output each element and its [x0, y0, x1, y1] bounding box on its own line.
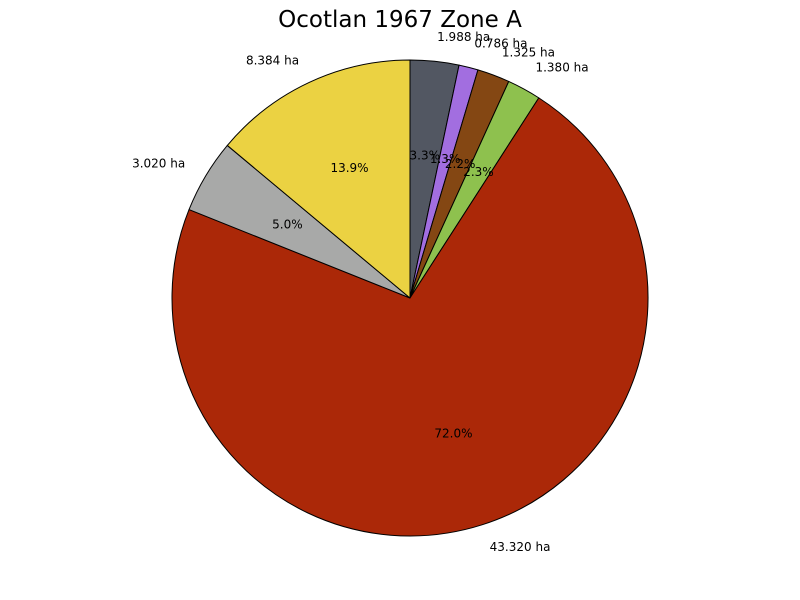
slice-percent-label-2: 2.2% — [445, 157, 476, 171]
slice-percent-label-5: 5.0% — [272, 217, 303, 231]
slice-value-label-2: 1.325 ha — [502, 45, 555, 59]
chart-title: Ocotlan 1967 Zone A — [278, 7, 522, 33]
slice-value-label-4: 43.320 ha — [490, 540, 551, 554]
slice-value-label-1: 0.786 ha — [474, 37, 527, 51]
slice-value-label-0: 1.988 ha — [437, 30, 490, 44]
slice-percent-label-4: 72.0% — [434, 427, 472, 441]
pie-slices — [171, 59, 649, 537]
slice-value-label-3: 1.380 ha — [535, 61, 588, 75]
pie-slice-4 — [171, 97, 649, 537]
slice-percent-label-6: 13.9% — [330, 161, 368, 175]
slice-percent-label-1: 1.3% — [430, 152, 461, 166]
pie-labels: 1.988 ha 3.3% 0.786 ha 1.3% 1.325 ha 2.2% 1.38… — [132, 30, 589, 554]
slice-percent-label-0: 3.3% — [410, 148, 441, 162]
slice-value-label-5: 3.020 ha — [132, 156, 185, 170]
pie-slice-6 — [226, 59, 411, 299]
slice-percent-label-3: 2.3% — [463, 165, 494, 179]
slice-value-label-6: 8.384 ha — [246, 53, 299, 67]
